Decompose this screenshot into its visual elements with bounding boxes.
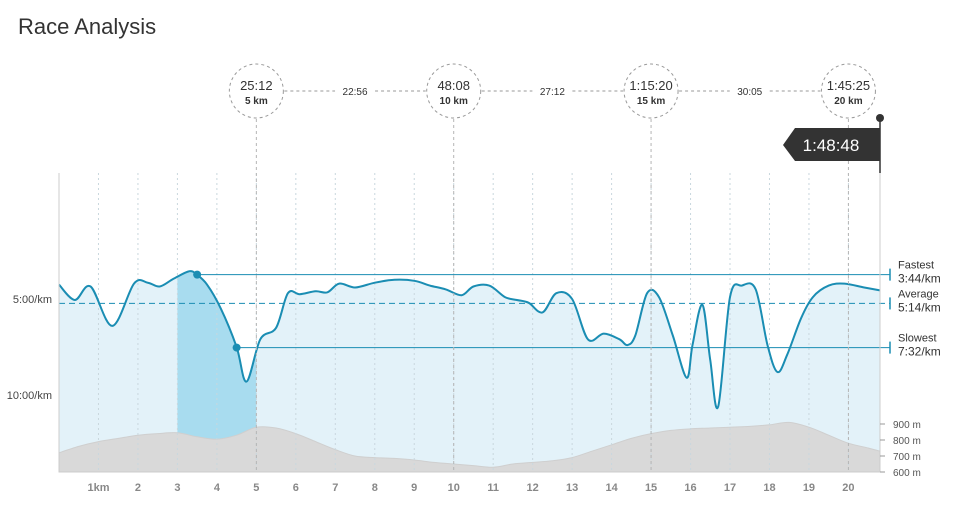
split-distance: 5 km [245,96,268,107]
km-tick-label: 18 [763,482,775,494]
split-distance: 15 km [637,96,665,107]
km-tick-label: 2 [135,482,141,494]
split-circle [228,63,284,119]
km-tick-label: 19 [803,482,815,494]
split-circle [426,63,482,119]
km-tick-label: 6 [293,482,299,494]
pace-tick-label: 5:00/km [13,294,52,306]
km-tick-label: 10 [448,482,460,494]
pace-area-group [59,271,880,472]
km-tick-label: 8 [372,482,378,494]
axis-group: 5:00/km 10:00/km 900 m 800 m 700 m 600 m 1km 2 3… [7,173,921,494]
km-tick-label: 1km [87,482,109,494]
highlight-group [177,271,257,472]
split-time: 1:45:25 [827,78,870,93]
km-tick-label: 12 [527,482,539,494]
average-label: Average [898,288,939,300]
split-time: 25:12 [240,78,273,93]
split-circle [820,63,876,119]
elevation-tick-label: 900 m [893,420,921,431]
finish-badge [783,128,880,161]
km-tick-label: 17 [724,482,736,494]
elevation-tick-label: 800 m [893,436,921,447]
pace-area [59,271,880,472]
slowest-value: 7:32/km [898,345,941,359]
finish-group: 1:48:48 [783,114,884,173]
average-value: 5:14/km [898,300,941,314]
km-tick-label: 20 [842,482,854,494]
elevation-tick-label: 600 m [893,468,921,479]
slowest-label: Slowest [898,333,937,345]
finish-dot [876,114,884,122]
segment-time: 30:05 [737,87,762,98]
split-time: 1:15:20 [629,78,672,93]
split-distance: 10 km [440,96,468,107]
km-tick-label: 14 [605,482,618,494]
km-tick-label: 7 [332,482,338,494]
km-tick-label: 4 [214,482,221,494]
pace-line-group [58,270,881,410]
finish-time: 1:48:48 [803,136,860,155]
km-tick-label: 13 [566,482,578,494]
split-time: 48:08 [437,78,470,93]
fastest-marker-dot [193,270,202,279]
elevation-area [58,421,881,473]
slowest-marker-dot [232,343,241,352]
km-tick-label: 5 [253,482,259,494]
km-tick-label: 11 [487,482,499,494]
pace-tick-label: 10:00/km [7,390,52,402]
km-tick-label: 3 [174,482,180,494]
km-tick-label: 16 [684,482,696,494]
fastest-label: Fastest [898,260,934,272]
elevation-tick-label: 700 m [893,452,921,463]
pace-line [58,270,881,410]
split-circle [623,63,679,119]
segment-time: 22:56 [343,87,368,98]
segment-time: 27:12 [540,87,565,98]
fastest-value: 3:44/km [898,272,941,286]
split-distance: 20 km [834,96,862,107]
elevation-group [58,421,881,473]
km-tick-label: 9 [411,482,417,494]
highlight-area [177,271,257,472]
split-group: 25:12 5 km 22:56 48:08 10 km 27:12 1:15:20 15 k… [228,63,876,472]
km-tick-label: 15 [645,482,657,494]
page-title: Race Analysis [18,14,157,39]
